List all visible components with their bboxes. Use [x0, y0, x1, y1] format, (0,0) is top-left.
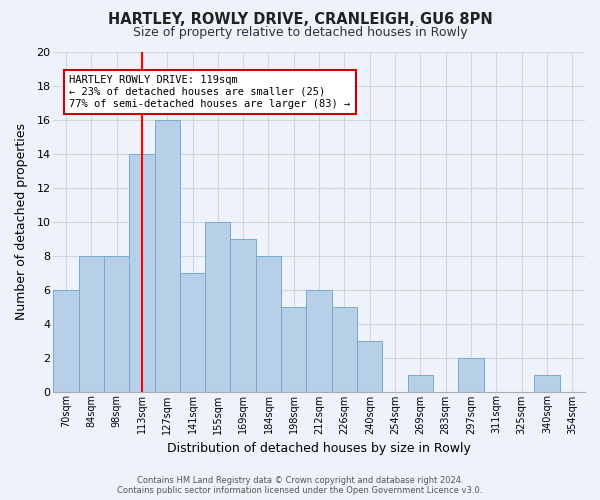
Bar — [357, 340, 382, 392]
Y-axis label: Number of detached properties: Number of detached properties — [15, 123, 28, 320]
Text: Contains HM Land Registry data © Crown copyright and database right 2024.
Contai: Contains HM Land Registry data © Crown c… — [118, 476, 482, 495]
Bar — [307, 290, 332, 392]
Text: HARTLEY ROWLY DRIVE: 119sqm
← 23% of detached houses are smaller (25)
77% of sem: HARTLEY ROWLY DRIVE: 119sqm ← 23% of det… — [69, 76, 350, 108]
Bar — [104, 256, 129, 392]
Bar — [256, 256, 281, 392]
Bar — [205, 222, 230, 392]
Bar — [535, 374, 560, 392]
Bar — [180, 272, 205, 392]
Text: Size of property relative to detached houses in Rowly: Size of property relative to detached ho… — [133, 26, 467, 39]
Bar — [230, 238, 256, 392]
Bar — [155, 120, 180, 392]
Bar — [79, 256, 104, 392]
Bar — [53, 290, 79, 392]
Bar — [281, 306, 307, 392]
Bar — [129, 154, 155, 392]
Bar — [458, 358, 484, 392]
X-axis label: Distribution of detached houses by size in Rowly: Distribution of detached houses by size … — [167, 442, 471, 455]
Text: HARTLEY, ROWLY DRIVE, CRANLEIGH, GU6 8PN: HARTLEY, ROWLY DRIVE, CRANLEIGH, GU6 8PN — [107, 12, 493, 28]
Bar — [332, 306, 357, 392]
Bar — [408, 374, 433, 392]
